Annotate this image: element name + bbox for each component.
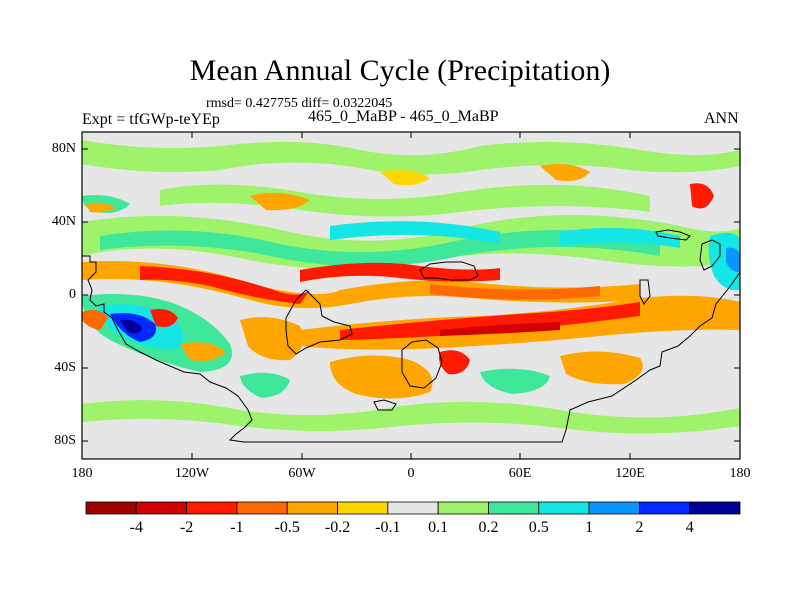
colorbar-swatch — [236, 501, 288, 515]
colorbar-swatch — [689, 501, 741, 515]
continent-outlines — [82, 229, 741, 443]
south-teal-patch — [240, 372, 290, 398]
lon-label-0: 0 — [407, 466, 415, 481]
colorbar-label: 0.2 — [478, 519, 499, 536]
lon-label-120e: 120E — [615, 466, 645, 481]
south-tropic-red — [340, 302, 640, 340]
island-outline — [639, 279, 651, 305]
colorbar-swatch — [337, 501, 389, 515]
north-orange-cell — [540, 164, 590, 181]
south-america-outline — [285, 289, 353, 355]
east-edge-blue — [726, 247, 740, 272]
north-tropic-cyan — [330, 221, 500, 244]
lat-label-80n: 80N — [51, 141, 76, 156]
colorbar-label: -0.2 — [324, 519, 351, 536]
colorbar-label: 1 — [585, 519, 594, 536]
north-yellow-cell — [380, 170, 430, 186]
colorbar-label: 0.5 — [528, 519, 549, 536]
south-atlantic-orange — [240, 317, 304, 361]
colorbar-swatch — [286, 501, 338, 515]
colorbar-swatch — [437, 501, 489, 515]
lat-label-40n: 40N — [51, 214, 76, 229]
plot-title: Mean Annual Cycle (Precipitation) — [189, 54, 611, 87]
colorbar — [85, 501, 741, 515]
south-teal-patch-east — [480, 368, 550, 394]
west-edge-orange — [82, 310, 108, 330]
colorbar-label: -2 — [179, 519, 194, 536]
southern-island-outline — [373, 399, 397, 411]
lat-ticks — [82, 148, 740, 442]
colorbar-label: -0.5 — [274, 519, 300, 536]
sw-region-navy — [120, 319, 142, 334]
colorbar-swatch — [488, 501, 540, 515]
lon-label-60e: 60E — [508, 466, 532, 481]
east-north-red — [690, 183, 714, 209]
colorbar-swatch — [387, 501, 439, 515]
equatorial-red-central — [300, 262, 500, 282]
equatorial-red-west — [140, 266, 310, 304]
west-patch-orange — [180, 342, 226, 361]
colorbar-swatch — [186, 501, 238, 515]
colorbar-label: 4 — [685, 519, 694, 536]
precip-field — [82, 132, 740, 459]
colorbar-label: -4 — [129, 519, 143, 536]
midlat-north-band — [160, 184, 650, 217]
north-africa-outline — [419, 261, 479, 281]
lat-label-40s: 40S — [54, 360, 76, 375]
west-patch-red — [150, 309, 178, 327]
colorbar-swatch — [85, 501, 137, 515]
south-pacific-orange — [560, 351, 643, 385]
lon-label-60w: 60W — [288, 466, 316, 481]
colorbar-swatch — [638, 501, 691, 515]
experiment-label: Expt = tfGWp-teYEp — [82, 111, 220, 128]
south-indian-orange — [330, 355, 433, 399]
colorbar-swatch — [135, 501, 188, 515]
colorbar-label: -0.1 — [375, 519, 401, 536]
north-tropic-teal — [100, 230, 660, 267]
lon-label-120w: 120W — [174, 466, 210, 481]
asia-outline — [655, 229, 691, 241]
eastern-landmass-outline — [699, 239, 721, 271]
lon-label-180w: 180 — [71, 466, 93, 481]
east-edge-cyan — [708, 232, 740, 291]
colorbar-swatch — [588, 501, 640, 515]
north-orange-cell-west — [250, 192, 310, 211]
lat-label-80s: 80S — [54, 433, 76, 448]
nw-orange — [86, 202, 116, 213]
africa-south-outline — [401, 339, 443, 389]
equatorial-orange-east — [430, 284, 600, 300]
lat-label-eq: 0 — [69, 287, 76, 302]
south-indian-red — [439, 350, 470, 375]
stats-line: rmsd= 0.427755 diff= 0.0322045 — [206, 96, 393, 111]
colorbar-label: 2 — [635, 519, 644, 536]
plot-subtitle: 465_0_MaBP - 465_0_MaBP — [308, 108, 499, 125]
coastline-south — [82, 255, 741, 443]
lon-label-180e: 180 — [729, 466, 751, 481]
arctic-band — [82, 140, 740, 175]
colorbar-label: 0.1 — [428, 519, 449, 536]
south-tropic-darkred — [440, 322, 560, 336]
west-pacific-cyan — [560, 227, 680, 248]
season-label: ANN — [704, 110, 739, 127]
lon-ticks — [81, 132, 741, 459]
colorbar-swatch — [538, 501, 590, 515]
north-tropic-green — [82, 215, 740, 270]
colorbar-label: -1 — [230, 519, 244, 536]
